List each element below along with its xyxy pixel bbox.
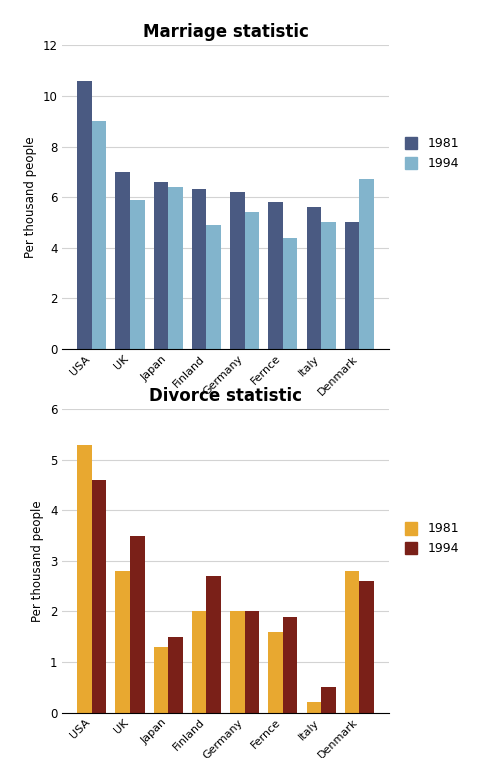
Bar: [130, 536, 144, 713]
Bar: [168, 187, 183, 349]
Title: Marriage statistic: Marriage statistic: [143, 23, 309, 41]
Bar: [206, 225, 221, 349]
Y-axis label: Per thousand people: Per thousand people: [24, 136, 37, 258]
Bar: [245, 212, 259, 349]
Bar: [206, 576, 221, 713]
Bar: [116, 571, 130, 713]
Bar: [154, 182, 168, 349]
Bar: [321, 222, 336, 349]
Bar: [307, 703, 321, 713]
Bar: [360, 581, 374, 713]
Bar: [192, 190, 206, 349]
Bar: [130, 199, 144, 349]
Bar: [77, 81, 92, 349]
Bar: [92, 121, 106, 349]
Bar: [116, 172, 130, 349]
Bar: [154, 647, 168, 713]
Bar: [230, 612, 245, 713]
Bar: [283, 616, 298, 713]
Bar: [360, 180, 374, 349]
Title: Divorce statistic: Divorce statistic: [149, 387, 302, 405]
Bar: [268, 202, 283, 349]
Legend: 1981, 1994: 1981, 1994: [405, 136, 459, 170]
Bar: [345, 222, 360, 349]
Bar: [345, 571, 360, 713]
Bar: [192, 612, 206, 713]
Bar: [230, 192, 245, 349]
Legend: 1981, 1994: 1981, 1994: [405, 522, 459, 555]
Y-axis label: Per thousand people: Per thousand people: [32, 500, 45, 622]
Bar: [268, 631, 283, 713]
Bar: [245, 612, 259, 713]
Bar: [283, 237, 298, 349]
Bar: [307, 207, 321, 349]
Bar: [321, 688, 336, 713]
Bar: [77, 445, 92, 713]
Bar: [92, 480, 106, 713]
Bar: [168, 637, 183, 713]
